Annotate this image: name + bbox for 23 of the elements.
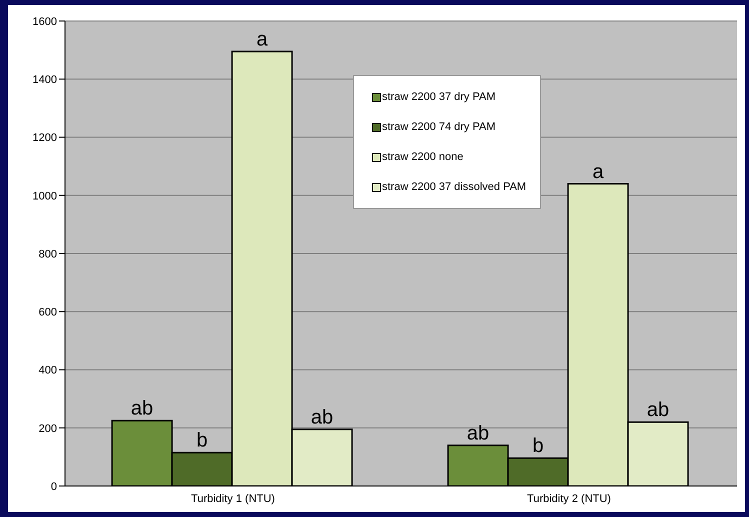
- legend-label: straw 2200 none: [382, 151, 464, 163]
- legend-label: straw 2200 37 dissolved PAM: [382, 181, 526, 193]
- data-label: ab: [130, 398, 154, 420]
- x-tick-label: Turbidity 2 (NTU): [527, 492, 611, 505]
- y-tick-label: 200: [38, 422, 57, 435]
- x-tick-label: Turbidity 1 (NTU): [191, 492, 275, 505]
- y-tick-label: 600: [38, 306, 57, 319]
- y-tick-label: 1400: [32, 74, 57, 86]
- data-label: ab: [466, 422, 490, 444]
- y-tick-label: 1600: [32, 16, 57, 28]
- legend-label: straw 2200 37 dry PAM: [382, 91, 496, 103]
- data-label: a: [256, 28, 268, 51]
- y-tick-label: 400: [38, 364, 57, 377]
- data-label: a: [592, 160, 604, 183]
- y-tick-label: 1000: [32, 190, 57, 202]
- legend-label: straw 2200 74 dry PAM: [382, 121, 496, 133]
- y-tick-label: 800: [38, 248, 57, 260]
- data-label: ab: [310, 406, 334, 428]
- y-tick-label: 0: [50, 480, 57, 493]
- data-label: ab: [646, 399, 670, 422]
- data-label: b: [532, 435, 544, 458]
- y-tick-label: 1200: [32, 132, 57, 144]
- data-label: b: [196, 430, 208, 452]
